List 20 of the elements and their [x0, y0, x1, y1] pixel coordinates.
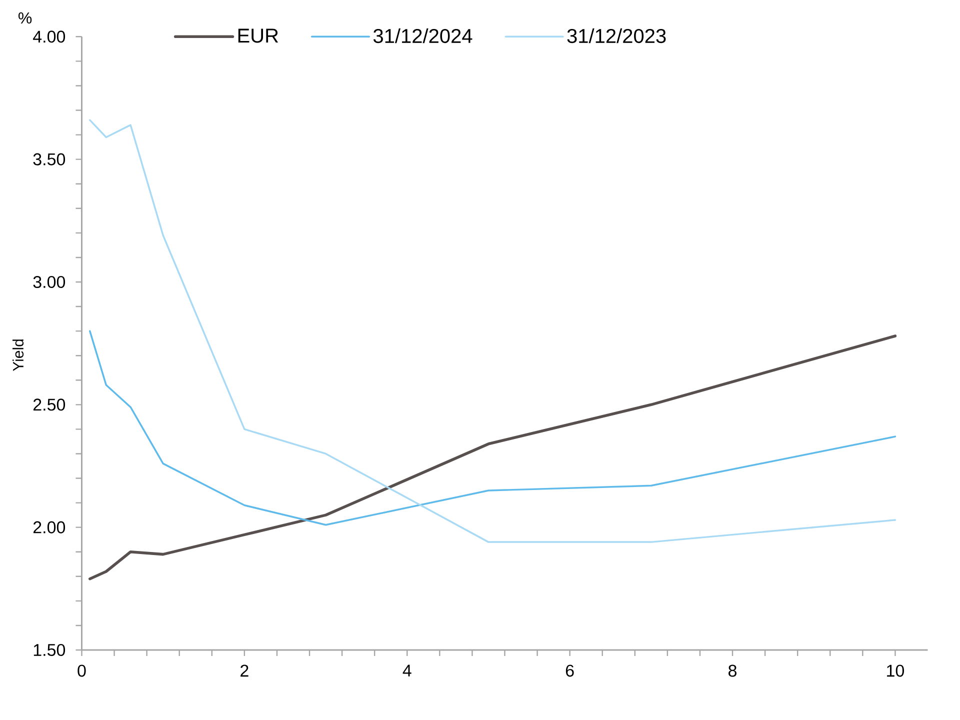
- text: %: [18, 12, 32, 24]
- x-tick-label: 6: [566, 664, 574, 677]
- y-tick-label: 2.50: [33, 398, 66, 411]
- y-tick-label: 4.00: [33, 30, 66, 43]
- x-tick-label: 8: [728, 664, 736, 677]
- legend-label: EUR: [238, 28, 278, 43]
- x-tick-label: 10: [887, 664, 904, 677]
- x-tick-label: 4: [402, 664, 412, 676]
- line-series: [89, 330, 896, 526]
- y-tick-label: 3.00: [33, 276, 66, 288]
- line-series: [89, 119, 896, 543]
- y-tick-label: 3.50: [33, 153, 66, 166]
- y-axis-title: Yield: [12, 340, 24, 372]
- y-tick-label: 2.00: [33, 521, 66, 534]
- x-tick-label: 2: [240, 664, 248, 677]
- y-tick-label: 1.50: [34, 644, 66, 656]
- legend-label: 31/12/2023: [567, 28, 666, 44]
- line-series: [88, 334, 897, 580]
- x-tick-label: 0: [78, 664, 86, 677]
- legend-label: 31/12/2024: [373, 28, 472, 44]
